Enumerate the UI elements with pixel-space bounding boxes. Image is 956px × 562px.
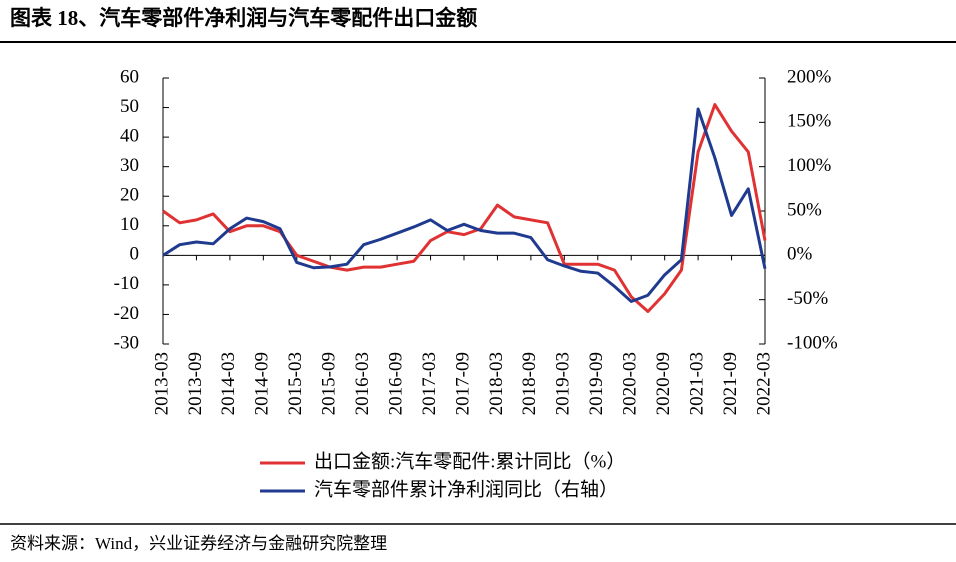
x-tick-label: 2016-09: [385, 352, 406, 415]
x-tick-label: 2015-03: [285, 352, 306, 415]
x-tick-label: 2016-03: [352, 352, 373, 415]
x-tick-label: 2015-09: [319, 352, 340, 415]
y-tick-label: 0: [130, 244, 140, 265]
x-tick-label: 2017-03: [419, 352, 440, 415]
legend-label: 汽车零部件累计净利润同比（右轴）: [314, 478, 618, 500]
x-tick-label: 2014-09: [252, 352, 273, 415]
y-tick-label: 40: [120, 125, 139, 146]
x-tick-label: 2013-09: [185, 352, 206, 415]
series-line: [162, 103, 767, 313]
x-tick-label: 2020-03: [620, 352, 641, 415]
x-tick-label: 2022-03: [753, 352, 774, 415]
y-tick-label: 50: [120, 96, 139, 117]
y2-tick-label: 50%: [787, 199, 822, 220]
legend-label: 出口金额:汽车零配件:累计同比（%）: [314, 450, 625, 472]
y-tick-label: 10: [120, 214, 139, 235]
chart-title: 图表 18、汽车零部件净利润与汽车零配件出口金额: [10, 6, 477, 30]
x-tick-label: 2017-09: [452, 352, 473, 415]
x-tick-label: 2021-03: [686, 352, 707, 415]
y2-tick-label: 150%: [787, 111, 832, 132]
x-tick-label: 2014-03: [218, 352, 239, 415]
series-line: [162, 107, 767, 303]
y-tick-label: -10: [114, 273, 139, 294]
y2-tick-label: 100%: [787, 155, 832, 176]
y-tick-label: 60: [120, 66, 139, 87]
x-tick-label: 2019-03: [553, 352, 574, 415]
x-tick-label: 2018-09: [519, 352, 540, 415]
x-tick-label: 2020-09: [653, 352, 674, 415]
y2-tick-label: 200%: [787, 66, 832, 87]
x-tick-label: 2019-09: [586, 352, 607, 415]
y2-tick-label: -50%: [787, 288, 828, 309]
y-tick-label: 20: [120, 185, 139, 206]
x-tick-label: 2018-03: [486, 352, 507, 415]
y-tick-label: 30: [120, 155, 139, 176]
y2-tick-label: -100%: [787, 332, 838, 353]
x-tick-label: 2021-09: [720, 352, 741, 415]
y-tick-label: -20: [114, 303, 139, 324]
y2-tick-label: 0%: [787, 244, 813, 265]
y-tick-label: -30: [114, 332, 139, 353]
x-tick-label: 2013-03: [151, 352, 172, 415]
source: 资料来源：Wind，兴业证券经济与金融研究院整理: [10, 534, 387, 553]
